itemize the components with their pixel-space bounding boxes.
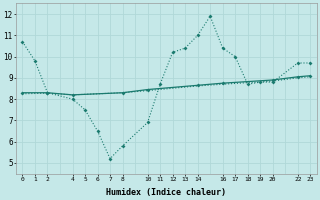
X-axis label: Humidex (Indice chaleur): Humidex (Indice chaleur) [106, 188, 226, 197]
